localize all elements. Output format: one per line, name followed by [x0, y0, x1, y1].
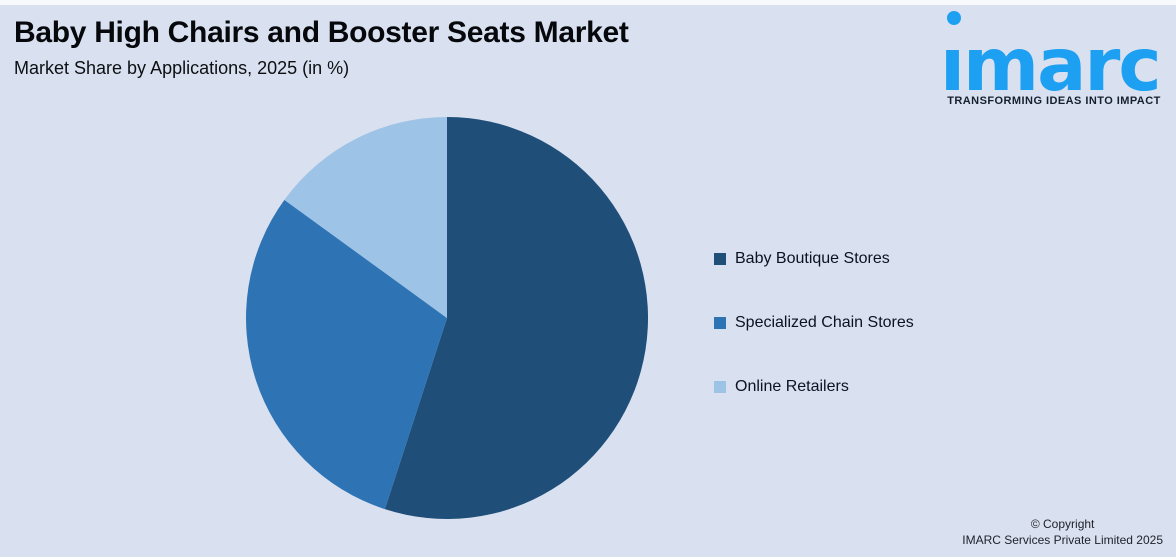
copyright-line2: IMARC Services Private Limited 2025: [962, 532, 1163, 547]
legend-item-baby-boutique-stores: Baby Boutique Stores: [714, 250, 914, 268]
legend-label: Online Retailers: [735, 378, 849, 395]
page-subtitle: Market Share by Applications, 2025 (in %…: [14, 57, 350, 78]
legend-label: Specialized Chain Stores: [735, 314, 914, 331]
chart-header: Baby High Chairs and Booster Seats Marke…: [14, 16, 629, 79]
pie-chart: [246, 117, 649, 519]
legend-swatch-icon: [714, 253, 726, 265]
copyright-notice: © Copyright IMARC Services Private Limit…: [962, 517, 1163, 548]
legend-label: Baby Boutique Stores: [735, 250, 890, 267]
legend-swatch-icon: [714, 381, 726, 393]
pie-slice-online-retailers: [284, 117, 447, 318]
logo-dot-icon: [947, 11, 961, 25]
page-title: Baby High Chairs and Booster Seats Marke…: [14, 16, 629, 49]
logo-tagline: TRANSFORMING IDEAS INTO IMPACT: [947, 95, 1161, 107]
chart-legend: Baby Boutique Stores Specialized Chain S…: [714, 250, 914, 396]
copyright-line1: © Copyright: [1030, 517, 1095, 532]
legend-swatch-icon: [714, 317, 726, 329]
logo-brand-text: ımarc: [940, 23, 1162, 108]
pie-slice-specialized-chain-stores: [246, 199, 447, 510]
legend-item-online-retailers: Online Retailers: [714, 378, 914, 396]
pie-slice-baby-boutique-stores: [384, 117, 649, 519]
legend-item-specialized-chain-stores: Specialized Chain Stores: [714, 314, 914, 332]
top-strip: [0, 0, 1176, 5]
pie-chart-svg: [246, 117, 649, 519]
imarc-logo: ımarc TRANSFORMING IDEAS INTO IMPACT: [940, 8, 1170, 108]
